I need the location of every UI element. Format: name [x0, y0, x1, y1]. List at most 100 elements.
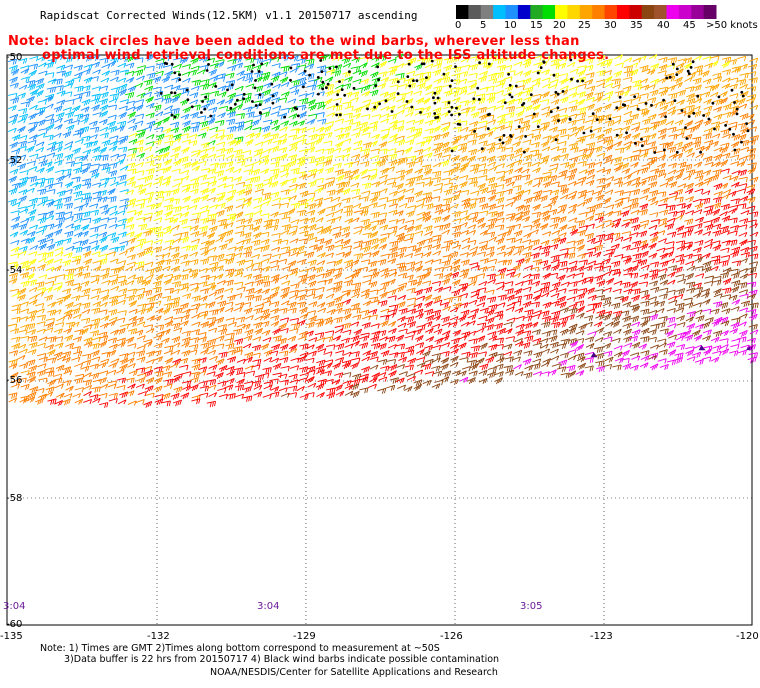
wind-barb: [341, 362, 351, 370]
wind-barb: [280, 107, 290, 114]
wind-barb: [281, 266, 291, 272]
contamination-circle: [487, 62, 491, 66]
wind-barb: [394, 53, 404, 59]
wind-barb: [403, 237, 414, 244]
contamination-circle: [170, 91, 173, 95]
wind-barb: [160, 55, 171, 62]
wind-barb: [719, 302, 729, 309]
wind-barb: [135, 162, 144, 168]
contamination-circle: [692, 111, 696, 115]
wind-barb: [236, 160, 246, 167]
wind-barb: [351, 153, 361, 160]
wind-barb: [461, 237, 471, 243]
contamination-circle: [289, 78, 292, 82]
contamination-circle: [204, 95, 208, 99]
wind-barb: [504, 328, 513, 335]
wind-barb: [695, 315, 705, 322]
wind-barb: [173, 373, 183, 379]
wind-barb: [413, 379, 423, 387]
wind-barb: [242, 150, 252, 156]
wind-barb: [110, 153, 120, 159]
wind-barb: [521, 90, 531, 97]
wind-barb: [650, 78, 660, 85]
wind-barb: [523, 372, 533, 379]
wind-barb: [360, 309, 370, 316]
wind-barb: [416, 362, 426, 369]
wind-barb: [413, 90, 423, 96]
contamination-circle: [733, 148, 737, 152]
wind-barb: [441, 154, 451, 160]
wind-barb: [531, 194, 541, 202]
wind-barb: [467, 216, 478, 223]
wind-barb: [379, 336, 388, 342]
wind-barb: [108, 316, 118, 322]
wind-barb: [586, 308, 596, 314]
wind-barb: [145, 350, 156, 358]
wind-barb: [297, 377, 308, 383]
wind-barb: [468, 63, 479, 71]
wind-barb: [504, 250, 513, 257]
wind-barb: [467, 320, 476, 326]
wind-barb: [623, 99, 633, 105]
wind-barb: [486, 371, 496, 379]
wind-barb: [686, 310, 697, 318]
contamination-circle: [335, 65, 338, 69]
wind-barb: [593, 145, 603, 153]
wind-barb: [55, 364, 65, 372]
wind-barb: [107, 349, 117, 356]
wind-barb: [369, 350, 379, 358]
wind-barb: [551, 263, 561, 271]
wind-barb: [612, 288, 622, 294]
wind-barb: [655, 169, 666, 176]
wind-barb: [459, 155, 468, 163]
wind-barb: [649, 269, 659, 276]
wind-barb: [494, 141, 504, 149]
wind-barb: [380, 133, 390, 141]
wind-barb: [682, 175, 692, 181]
wind-barb: [406, 308, 417, 315]
wind-barb: [73, 212, 83, 219]
wind-barb: [99, 57, 109, 64]
wind-barb: [711, 319, 721, 327]
wind-barb: [549, 341, 559, 349]
wind-barb: [359, 376, 369, 384]
contamination-circle: [326, 82, 330, 86]
wind-barb: [713, 330, 723, 338]
wind-barb: [695, 273, 705, 279]
wind-barb: [604, 75, 613, 84]
wind-barb: [179, 273, 189, 281]
wind-barb: [101, 209, 110, 216]
wind-barb: [306, 310, 317, 316]
wind-barb: [694, 175, 704, 182]
wind-barb: [136, 75, 145, 81]
wind-barb: [89, 76, 99, 82]
wind-barb: [171, 274, 181, 281]
wind-barb: [459, 376, 469, 383]
wind-barb: [476, 196, 486, 204]
wind-barb: [395, 351, 405, 358]
wind-barb: [169, 217, 179, 224]
wind-barb: [405, 225, 414, 233]
wind-barb: [110, 76, 119, 82]
wind-barb: [315, 343, 325, 351]
wind-barb: [80, 224, 90, 232]
wind-barb: [377, 342, 387, 350]
wind-barb: [137, 391, 147, 397]
wind-barb: [45, 123, 55, 131]
wind-barb: [358, 70, 368, 78]
wind-barb: [306, 344, 315, 350]
contamination-circle: [209, 114, 213, 118]
wind-barb: [199, 310, 209, 317]
wind-barb: [217, 218, 228, 226]
wind-barb: [560, 161, 570, 169]
wind-barb: [182, 293, 192, 300]
wind-barb: [540, 239, 550, 246]
wind-barb: [11, 134, 21, 142]
wind-barb: [81, 272, 91, 279]
wind-barb: [297, 335, 307, 342]
wind-barb: [170, 121, 180, 128]
wind-barb: [191, 321, 201, 327]
wind-barb: [362, 240, 372, 247]
wind-barb: [560, 187, 570, 195]
